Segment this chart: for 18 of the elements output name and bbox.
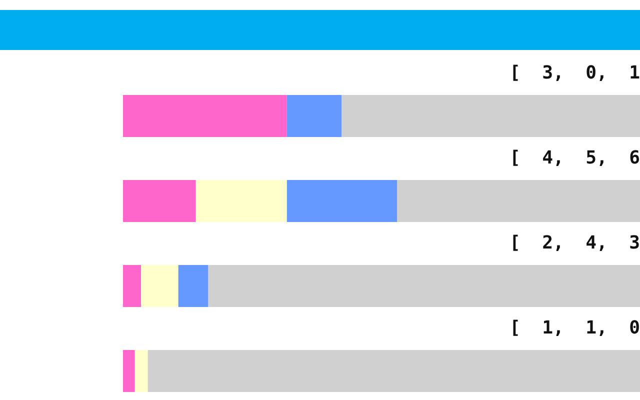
bar	[123, 265, 142, 307]
bar	[208, 265, 640, 307]
annotation: [ 3, 0, 1	[513, 64, 640, 82]
bar	[148, 350, 640, 392]
bar	[196, 180, 287, 222]
bar	[123, 180, 196, 222]
bar	[141, 265, 178, 307]
bar	[134, 350, 148, 392]
annotation: [ 2, 4, 3	[513, 234, 639, 252]
bar	[123, 350, 135, 392]
bar	[123, 95, 287, 137]
annotation: [ 4, 5, 6	[513, 150, 640, 166]
bar	[397, 180, 640, 222]
bar	[342, 95, 640, 137]
bar	[286, 180, 398, 222]
bar	[286, 95, 342, 137]
annotation: [ 1, 1, 0	[513, 320, 639, 336]
bar	[178, 265, 208, 307]
